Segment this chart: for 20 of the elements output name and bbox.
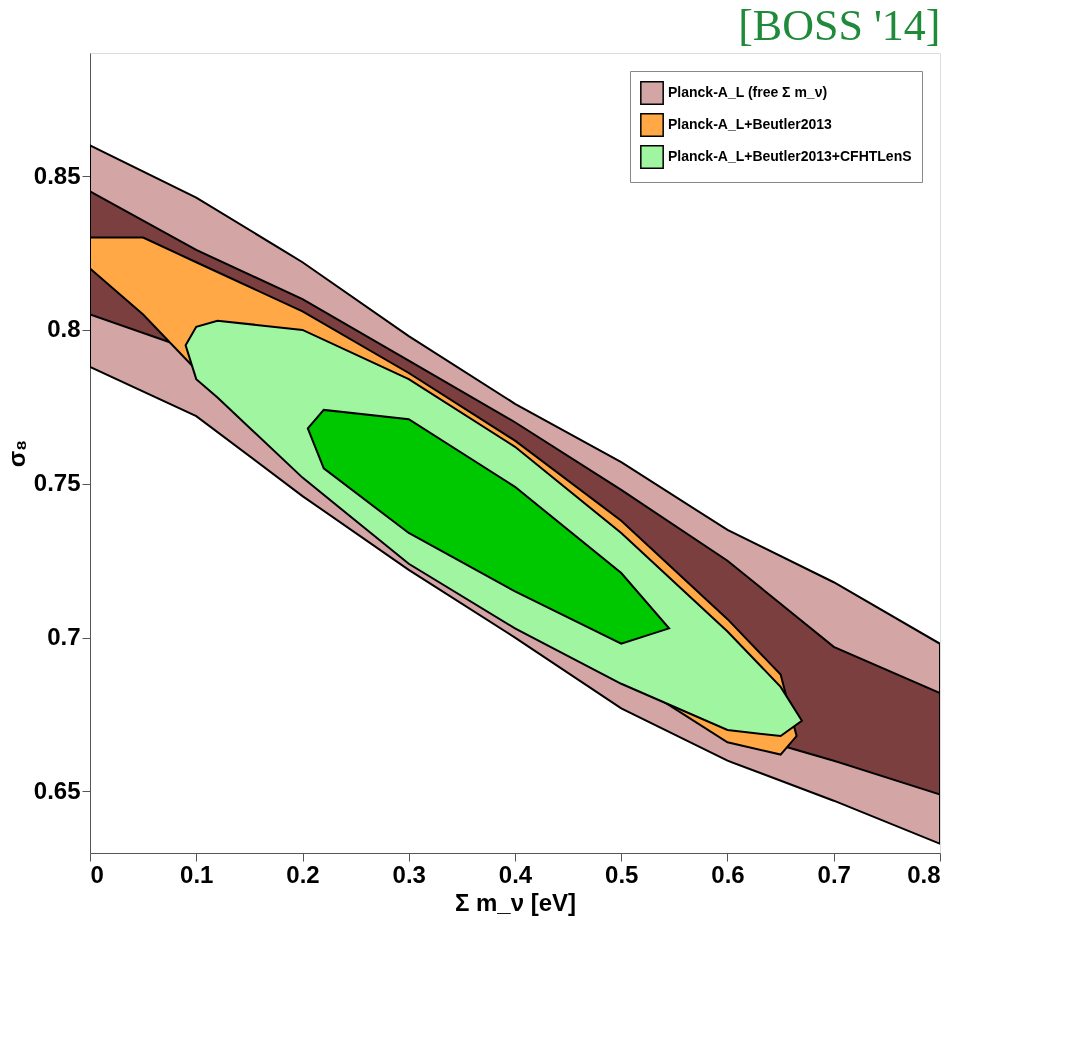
x-tick-label: 0.2 bbox=[286, 860, 320, 888]
legend-label: Planck-A_L (free Σ m_ν) bbox=[668, 84, 828, 100]
x-tick-label: 0.8 bbox=[907, 860, 941, 888]
x-tick-label: 0.1 bbox=[180, 860, 214, 888]
x-tick-label: 0.3 bbox=[392, 860, 426, 888]
legend-label: Planck-A_L+Beutler2013 bbox=[668, 116, 833, 132]
x-tick-label: 0.7 bbox=[817, 860, 851, 888]
x-axis-title: Σ m_ν [eV] bbox=[454, 888, 577, 916]
y-tick-label: 0.8 bbox=[47, 315, 81, 343]
x-tick-label: 0.4 bbox=[498, 860, 533, 888]
y-tick-label: 0.7 bbox=[47, 623, 81, 651]
y-tick-label: 0.65 bbox=[33, 776, 81, 804]
legend-label: Planck-A_L+Beutler2013+CFHTLenS bbox=[668, 148, 912, 164]
y-tick-label: 0.75 bbox=[33, 469, 81, 497]
chart-title: [BOSS '14] bbox=[738, 1, 941, 50]
y-axis-title: σ₈ bbox=[2, 439, 30, 468]
x-tick-label: 0.5 bbox=[605, 860, 639, 888]
x-tick-label: 0 bbox=[90, 860, 104, 888]
x-tick-label: 0.6 bbox=[711, 860, 745, 888]
y-tick-label: 0.85 bbox=[33, 161, 81, 189]
